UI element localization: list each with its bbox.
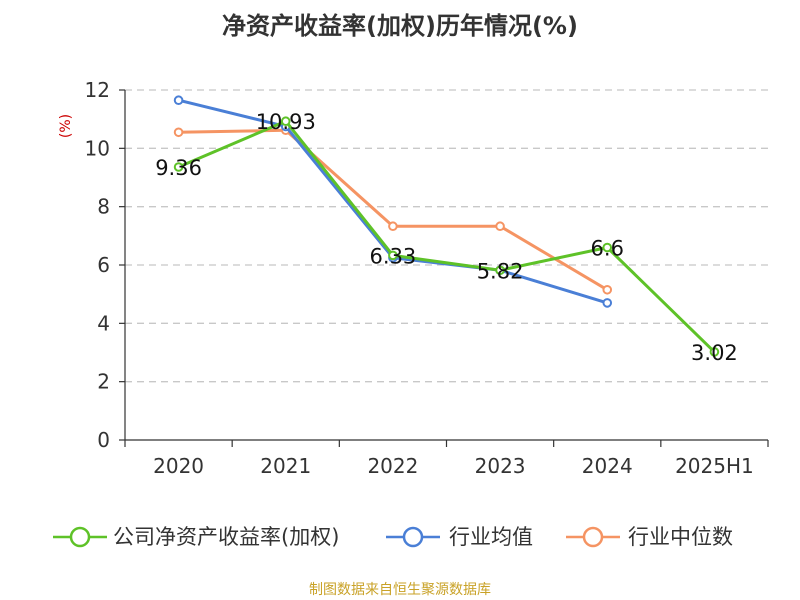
legend-marker-icon [582, 526, 604, 548]
x-tick-label: 2022 [367, 454, 418, 478]
x-tick-label: 2020 [153, 454, 204, 478]
y-tick-label: 10 [85, 136, 110, 160]
data-point [388, 221, 398, 232]
legend-item-1[interactable]: 行业均值 [386, 525, 533, 549]
series-1 [173, 95, 613, 308]
series-line [177, 119, 716, 354]
data-point [388, 250, 398, 261]
x-tick-label: 2021 [260, 454, 311, 478]
data-point [495, 265, 505, 276]
legend-marker-icon [402, 526, 424, 548]
data-label: 3.02 [691, 341, 738, 365]
y-tick-label: 8 [97, 195, 110, 219]
legend-item-2[interactable]: 行业中位数 [566, 525, 733, 549]
legend-label: 行业均值 [449, 525, 533, 549]
legend-label: 行业中位数 [628, 525, 733, 549]
y-tick-label: 12 [85, 78, 110, 102]
data-point [173, 95, 184, 106]
chart-title: 净资产收益率(加权)历年情况(%) [222, 12, 578, 40]
data-label: 5.82 [477, 259, 524, 283]
data-point [495, 221, 505, 232]
y-tick-label: 2 [97, 370, 110, 394]
data-label: 6.6 [591, 237, 624, 261]
series-2 [173, 125, 613, 295]
data-point [602, 298, 613, 308]
series-0 [173, 116, 720, 357]
legend-label: 公司净资产收益率(加权) [113, 525, 339, 549]
x-tick-label: 2023 [475, 454, 526, 478]
x-tick-label: 2025H1 [675, 454, 754, 478]
series-layer [173, 95, 720, 357]
data-point [280, 116, 291, 127]
data-labels: 9.36 10.93 6.33 5.82 6.6 3.02 [155, 110, 738, 365]
legend-marker-icon [69, 526, 91, 548]
data-label: 10.93 [256, 110, 316, 134]
data-label: 9.36 [155, 156, 202, 180]
data-point [173, 162, 184, 172]
data-point [602, 242, 613, 253]
data-point [173, 127, 184, 138]
y-tick-label: 4 [97, 311, 110, 335]
legend[interactable]: 公司净资产收益率(加权) 行业均值 行业中位数 [53, 525, 733, 549]
y-axis-label: (%) [58, 114, 74, 138]
x-tick-label: 2024 [582, 454, 633, 478]
data-label: 6.33 [370, 244, 417, 268]
source-note: 制图数据来自恒生聚源数据库 [309, 582, 491, 598]
data-point [602, 284, 613, 295]
y-tick-label: 6 [97, 253, 110, 277]
data-point [709, 347, 720, 357]
y-tick-label: 0 [97, 428, 110, 452]
legend-item-0[interactable]: 公司净资产收益率(加权) [53, 525, 339, 549]
axes: 0 2 4 6 8 10 12 2020 2021 2022 2023 2024 2025H1 [85, 78, 769, 478]
gridlines [125, 89, 768, 383]
